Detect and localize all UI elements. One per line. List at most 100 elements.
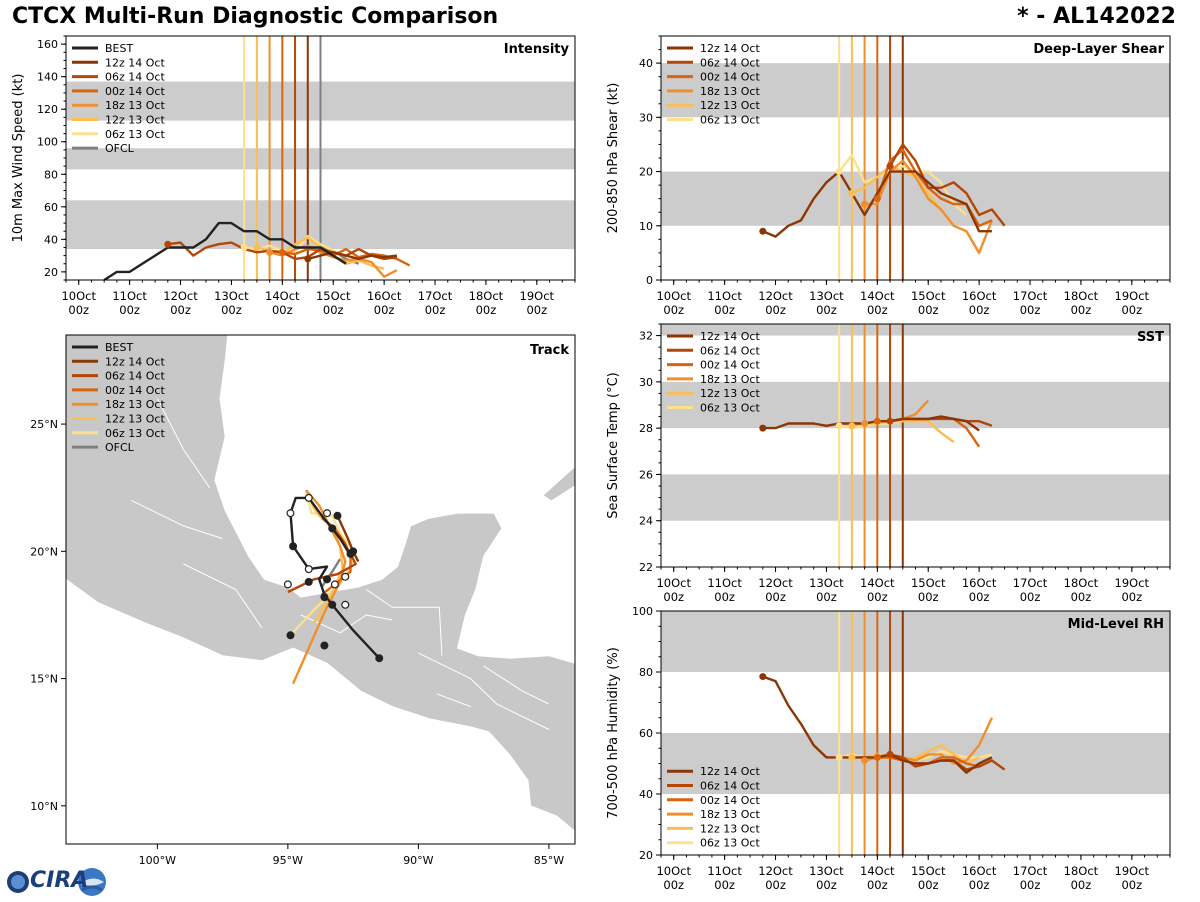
init-marker-run_12z13 — [253, 243, 261, 251]
y-axis-label-rh: 700-500 hPa Humidity (%) — [606, 647, 621, 819]
legend-label-run_12z13: 12z 13 Oct — [105, 413, 165, 426]
band-shear-0 — [661, 171, 1170, 226]
y-axis-label-sst: Sea Surface Temp (°C) — [606, 372, 621, 519]
x-tick-label-rh: 11Oct — [707, 864, 742, 878]
x-tick-label-rh: 13Oct — [809, 864, 844, 878]
x-tick-label-sst: 17Oct — [1013, 576, 1048, 590]
init-marker-run_12z13 — [848, 189, 856, 197]
y-tick-label-sst: 22 — [639, 561, 653, 574]
init-marker-run_06z13 — [835, 422, 843, 430]
init-marker-run_12z14 — [759, 673, 767, 681]
y-tick-label-shear: 10 — [639, 220, 653, 233]
state-border — [183, 563, 263, 628]
x-tick-label-intensity: 14Oct — [265, 289, 300, 303]
state-border — [156, 398, 211, 488]
track-marker-run_06z13 — [286, 631, 295, 640]
x-tick-label-rh: 12Oct — [758, 864, 793, 878]
legend-label-run_06z13: 06z 13 Oct — [700, 114, 760, 127]
track-line-run_12z14 — [336, 515, 360, 563]
init-marker-run_18z13 — [861, 756, 869, 764]
track-line-run_18z13 — [292, 489, 347, 685]
x-tick-label-shear: 14Oct — [860, 289, 895, 303]
x-tick-label-track: 90°W — [403, 854, 433, 867]
legend-label-run_06z14: 06z 14 Oct — [105, 370, 165, 383]
track-marker-best — [320, 593, 329, 602]
x-tick-label-shear: 00z — [867, 303, 888, 317]
track-marker-best — [304, 493, 313, 502]
panel-intensity: 20 40 60 80 100 120 140 160 10m Max Wind Speed (… — [11, 35, 576, 317]
panel-rh: 20 40 60 80 100 700-500 hPa Humidity (%) 10Oct… — [606, 605, 1171, 892]
x-tick-label-shear: 19Oct — [1115, 289, 1150, 303]
init-marker-run_00z14 — [873, 417, 881, 425]
y-axis-label-intensity: 10m Max Wind Speed (kt) — [11, 74, 26, 243]
legend-label-run_12z13: 12z 13 Oct — [700, 387, 760, 400]
series-line-run_12z14 — [762, 170, 992, 238]
x-tick-label-intensity: 12Oct — [163, 289, 198, 303]
legend-label-run_18z13: 18z 13 Oct — [105, 398, 165, 411]
y-tick-label-track: 10°N — [30, 800, 58, 813]
y-tick-label-sst: 28 — [639, 422, 653, 435]
x-tick-label-shear: 18Oct — [1064, 289, 1099, 303]
track-line-best — [289, 496, 381, 660]
series-line-run_12z14 — [307, 251, 398, 261]
x-tick-label-intensity: 00z — [68, 303, 89, 317]
y-tick-label-rh: 100 — [632, 605, 653, 618]
init-marker-run_06z14 — [886, 750, 894, 758]
y-tick-label-intensity: 80 — [44, 168, 58, 181]
legend-label-run_18z13: 18z 13 Oct — [700, 85, 760, 98]
x-tick-label-shear: 13Oct — [809, 289, 844, 303]
legend-label-ofcl: OFCL — [105, 441, 135, 454]
legend-label-run_00z14: 00z 14 Oct — [700, 71, 760, 84]
y-tick-label-sst: 32 — [639, 330, 653, 343]
y-tick-label-intensity: 160 — [37, 38, 58, 51]
init-marker-run_06z13 — [240, 243, 248, 251]
x-tick-label-shear: 00z — [1020, 303, 1041, 317]
legend-label-run_12z13: 12z 13 Oct — [700, 99, 760, 112]
series-line-run_12z13 — [851, 744, 980, 765]
x-tick-label-shear: 00z — [1071, 303, 1092, 317]
track-marker-run_12z13 — [341, 600, 350, 609]
init-marker-run_12z14 — [759, 424, 767, 432]
track-marker-run_00z14 — [341, 572, 350, 581]
legend-label-run_12z13: 12z 13 Oct — [700, 822, 760, 835]
state-border — [436, 693, 471, 708]
panel-title-rh: Mid-Level RH — [1068, 617, 1164, 632]
series-group-intensity — [103, 221, 411, 280]
land-cuba — [543, 467, 575, 501]
panel-title-shear: Deep-Layer Shear — [1033, 42, 1164, 57]
x-tick-label-track: 95°W — [273, 854, 303, 867]
x-tick-label-rh: 14Oct — [860, 864, 895, 878]
x-tick-label-rh: 00z — [918, 878, 939, 892]
x-tick-label-intensity: 00z — [170, 303, 191, 317]
state-border — [365, 589, 443, 656]
x-tick-label-intensity: 16Oct — [367, 289, 402, 303]
x-tick-label-shear: 15Oct — [911, 289, 946, 303]
x-tick-label-shear: 00z — [714, 303, 735, 317]
x-tick-label-sst: 11Oct — [707, 576, 742, 590]
x-tick-label-sst: 00z — [714, 590, 735, 604]
panel-title-intensity: Intensity — [504, 42, 570, 57]
x-tick-label-intensity: 00z — [272, 303, 293, 317]
x-tick-label-intensity: 13Oct — [214, 289, 249, 303]
x-tick-label-intensity: 10Oct — [61, 289, 96, 303]
x-tick-label-intensity: 15Oct — [316, 289, 351, 303]
series-line-run_12z14 — [762, 415, 980, 432]
x-tick-label-sst: 16Oct — [962, 576, 997, 590]
init-marker-run_18z13 — [861, 420, 869, 428]
x-tick-label-shear: 00z — [969, 303, 990, 317]
y-tick-label-sst: 30 — [639, 376, 653, 389]
x-tick-label-sst: 15Oct — [911, 576, 946, 590]
y-tick-label-sst: 24 — [639, 515, 653, 528]
series-line-run_18z13 — [269, 244, 398, 278]
series-line-run_06z14 — [888, 143, 1006, 227]
init-marker-run_00z14 — [278, 248, 286, 256]
init-marker-run_06z14 — [886, 162, 894, 170]
legend-label-run_00z14: 00z 14 Oct — [700, 359, 760, 372]
band-shear-1 — [661, 63, 1170, 118]
y-tick-label-intensity: 120 — [37, 103, 58, 116]
legend-label-run_18z13: 18z 13 Oct — [700, 808, 760, 821]
series-group-rh — [759, 673, 1006, 774]
x-tick-label-rh: 17Oct — [1013, 864, 1048, 878]
